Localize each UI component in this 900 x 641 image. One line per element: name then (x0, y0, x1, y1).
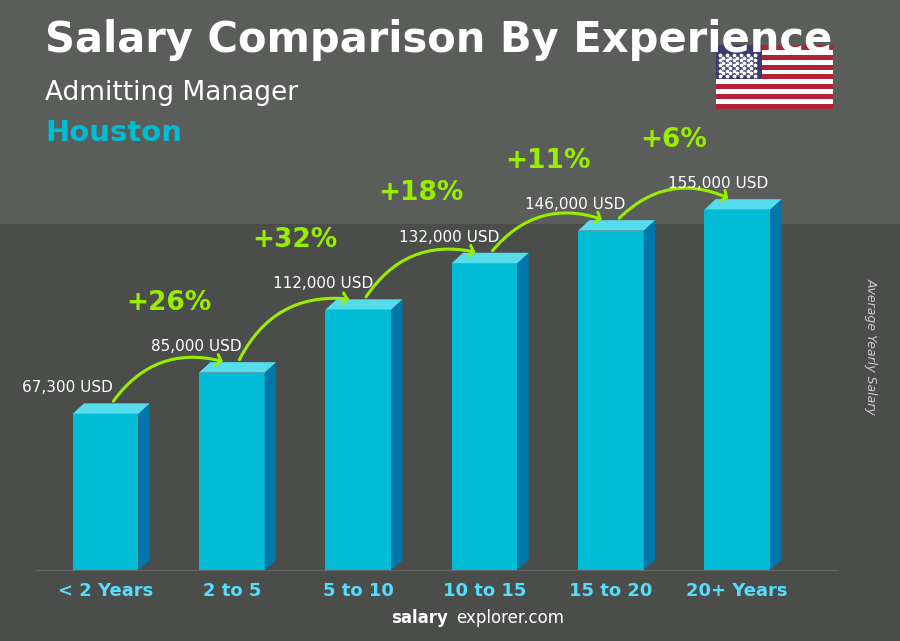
Text: 155,000 USD: 155,000 USD (668, 176, 769, 191)
Bar (716, 45, 762, 79)
Polygon shape (265, 362, 276, 570)
Text: +32%: +32% (252, 227, 338, 253)
Polygon shape (139, 403, 149, 570)
Bar (716, 60, 832, 65)
Polygon shape (73, 403, 149, 414)
Bar (716, 54, 832, 60)
FancyBboxPatch shape (452, 263, 518, 570)
Bar (716, 79, 832, 85)
FancyBboxPatch shape (73, 414, 139, 570)
Bar (716, 85, 832, 89)
FancyBboxPatch shape (325, 310, 391, 570)
Bar (716, 65, 832, 69)
FancyBboxPatch shape (578, 231, 644, 570)
Text: +6%: +6% (641, 127, 707, 153)
Bar (716, 99, 832, 104)
Bar (716, 69, 832, 74)
Polygon shape (325, 299, 402, 310)
Polygon shape (578, 220, 655, 231)
Polygon shape (644, 220, 655, 570)
Text: salary: salary (392, 609, 448, 627)
Text: Average Yearly Salary: Average Yearly Salary (865, 278, 878, 415)
FancyBboxPatch shape (199, 372, 265, 570)
Text: explorer.com: explorer.com (456, 609, 564, 627)
Text: +11%: +11% (505, 147, 590, 174)
Polygon shape (391, 299, 402, 570)
Text: 146,000 USD: 146,000 USD (526, 197, 626, 212)
Bar (716, 45, 832, 50)
Bar (716, 104, 832, 109)
Text: Admitting Manager: Admitting Manager (45, 80, 298, 106)
Bar (716, 50, 832, 54)
Polygon shape (705, 199, 781, 210)
Bar (716, 89, 832, 94)
Polygon shape (199, 362, 276, 372)
Text: 112,000 USD: 112,000 USD (273, 276, 373, 291)
Text: 85,000 USD: 85,000 USD (151, 339, 242, 354)
FancyBboxPatch shape (705, 210, 770, 570)
Polygon shape (518, 253, 528, 570)
Polygon shape (770, 199, 781, 570)
Polygon shape (452, 253, 528, 263)
Text: Houston: Houston (45, 119, 182, 147)
Text: 132,000 USD: 132,000 USD (399, 229, 500, 245)
Text: +26%: +26% (126, 290, 212, 315)
Text: 67,300 USD: 67,300 USD (22, 380, 113, 395)
Text: +18%: +18% (379, 180, 464, 206)
Bar (716, 94, 832, 99)
Bar (716, 74, 832, 79)
Text: Salary Comparison By Experience: Salary Comparison By Experience (45, 19, 832, 62)
